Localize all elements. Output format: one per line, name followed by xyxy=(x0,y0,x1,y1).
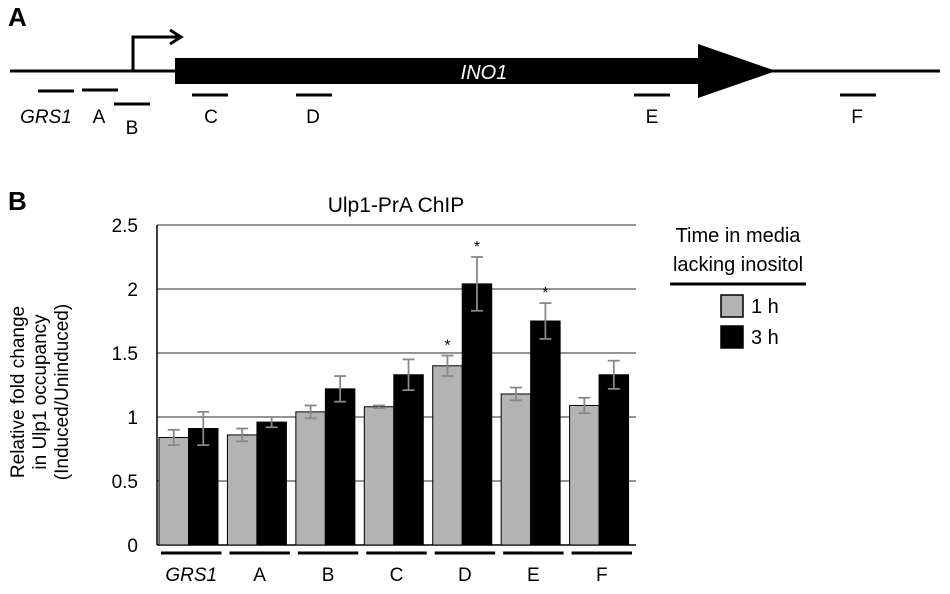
bar-3h-C xyxy=(393,374,424,546)
region-label: D xyxy=(306,107,320,128)
tss-arrow-icon xyxy=(131,28,184,71)
region-label: F xyxy=(851,107,863,128)
region-map: GRS1 AB C D E F xyxy=(20,88,876,139)
legend-label: 1 h xyxy=(751,296,779,318)
x-tick-label: D xyxy=(458,565,472,586)
bar-3h-E xyxy=(530,320,561,546)
bar-1h-F xyxy=(569,404,600,546)
y-tick-label: 0 xyxy=(127,536,138,557)
chart-title: Ulp1-PrA ChIP xyxy=(328,194,465,217)
y-axis-label-line: Relative fold change xyxy=(8,306,29,478)
bar-1h-GRS1 xyxy=(158,436,189,546)
x-tick-label: C xyxy=(390,565,404,586)
y-tick-label: 2 xyxy=(127,280,138,301)
region-label: C xyxy=(204,107,218,128)
significance-marker: * xyxy=(444,338,450,355)
y-axis-label-line: in Ulp1 occupancy xyxy=(30,314,51,470)
bar-3h-B xyxy=(324,388,356,546)
legend: Time in media lacking inositol 1 h 3 h xyxy=(670,225,806,349)
significance-marker: * xyxy=(542,285,548,302)
y-axis-label: Relative fold change in Ulp1 occupancy (In… xyxy=(8,304,73,480)
x-tick-label: E xyxy=(527,565,540,586)
bar-3h-D xyxy=(461,283,493,546)
y-tick-label: 1.5 xyxy=(112,344,138,365)
y-tick-label: 2.5 xyxy=(112,216,138,237)
region-label: E xyxy=(646,107,659,128)
bar-3h-F xyxy=(598,374,630,546)
bar-1h-A xyxy=(226,434,258,546)
bar-3h-GRS1 xyxy=(188,428,219,546)
x-tick-label: GRS1 xyxy=(165,565,217,586)
gene-label: INO1 xyxy=(461,62,508,84)
bar-3h-A xyxy=(256,421,287,546)
bar-1h-E xyxy=(500,393,532,546)
region-label: B xyxy=(126,118,139,139)
legend-title-line: lacking inositol xyxy=(673,254,803,276)
bar-1h-D xyxy=(432,365,463,546)
x-tick-label: F xyxy=(596,565,608,586)
bar-1h-B xyxy=(295,411,326,546)
x-tick-label: B xyxy=(322,565,335,586)
y-tick-label: 1 xyxy=(127,408,138,429)
panel-b-letter: B xyxy=(8,186,27,216)
x-tick-label: A xyxy=(253,565,266,586)
legend-swatch-3h xyxy=(720,325,744,349)
panel-a-letter: A xyxy=(8,2,27,32)
y-tick-label: 0.5 xyxy=(112,472,138,493)
legend-label: 3 h xyxy=(751,327,779,349)
plot-area: 0 0.5 1 1.5 2 2.5 GRS1 A B C * * D * E F xyxy=(112,216,636,586)
bar-1h-C xyxy=(363,406,395,546)
region-label: A xyxy=(93,107,106,128)
y-axis-label-line: (Induced/Uninduced) xyxy=(52,304,73,480)
legend-swatch-1h xyxy=(720,294,744,318)
significance-marker: * xyxy=(474,239,480,256)
legend-title-line: Time in media xyxy=(676,225,802,247)
region-label: GRS1 xyxy=(20,107,72,128)
ino1-gene-arrow xyxy=(175,44,776,98)
